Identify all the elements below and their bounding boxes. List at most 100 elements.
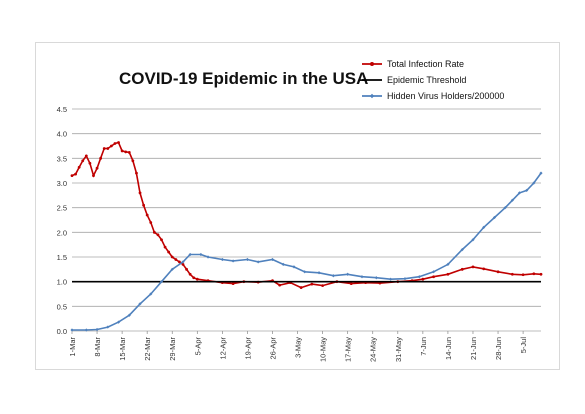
data-point bbox=[496, 270, 500, 274]
data-point bbox=[231, 282, 235, 286]
x-tick-label: 24-May bbox=[369, 337, 378, 362]
data-point bbox=[106, 147, 110, 150]
data-point bbox=[109, 144, 113, 148]
y-tick-label: 4.5 bbox=[57, 105, 67, 114]
data-point bbox=[117, 141, 120, 144]
series-group bbox=[70, 141, 543, 332]
data-point bbox=[163, 245, 167, 249]
data-point bbox=[482, 225, 486, 229]
x-tick-label: 31-May bbox=[394, 337, 403, 362]
data-point bbox=[145, 213, 149, 217]
legend-marker bbox=[369, 93, 375, 99]
x-tick-label: 5-Jul bbox=[519, 337, 528, 354]
data-point bbox=[281, 262, 285, 266]
chart-frame bbox=[35, 42, 560, 370]
data-point bbox=[174, 258, 178, 261]
data-point bbox=[278, 283, 282, 287]
legend-label: Hidden Virus Holders/200000 bbox=[387, 91, 504, 101]
data-point bbox=[460, 267, 464, 271]
data-point bbox=[532, 181, 536, 185]
y-tick-label: 1.0 bbox=[57, 278, 67, 287]
data-point bbox=[77, 165, 81, 169]
legend-item: Epidemic Threshold bbox=[362, 75, 466, 85]
data-point bbox=[159, 280, 164, 284]
gridlines bbox=[72, 108, 541, 332]
data-point bbox=[70, 328, 74, 332]
data-point bbox=[403, 277, 407, 281]
data-point bbox=[185, 267, 188, 271]
data-point bbox=[521, 273, 525, 277]
data-point bbox=[84, 328, 88, 332]
data-point bbox=[510, 272, 514, 276]
data-point bbox=[167, 250, 171, 254]
data-point bbox=[346, 272, 350, 276]
y-tick-label: 1.5 bbox=[57, 253, 67, 262]
data-point bbox=[181, 260, 185, 264]
data-point bbox=[120, 149, 124, 153]
data-point bbox=[431, 270, 436, 274]
data-point bbox=[188, 252, 192, 257]
x-tick-label: 21-Jun bbox=[469, 337, 478, 360]
data-point bbox=[206, 255, 210, 259]
y-tick-label: 0.5 bbox=[57, 302, 67, 311]
data-point bbox=[95, 327, 99, 332]
data-point bbox=[127, 313, 131, 317]
data-point bbox=[131, 159, 135, 163]
data-point bbox=[471, 265, 475, 269]
data-point bbox=[231, 259, 235, 263]
data-point bbox=[170, 267, 174, 271]
data-point bbox=[74, 172, 77, 176]
data-point bbox=[81, 159, 85, 163]
data-point bbox=[116, 320, 121, 324]
data-point bbox=[181, 263, 185, 266]
data-point bbox=[331, 274, 335, 278]
data-point bbox=[471, 238, 475, 242]
data-point bbox=[195, 277, 199, 281]
x-tick-label: 5-Apr bbox=[193, 337, 202, 356]
data-point bbox=[299, 286, 303, 289]
data-point bbox=[374, 276, 378, 280]
data-point bbox=[84, 154, 88, 158]
data-point bbox=[220, 257, 224, 262]
y-tick-label: 0.0 bbox=[57, 327, 67, 336]
data-point bbox=[460, 248, 464, 252]
y-tick-label: 3.5 bbox=[57, 154, 67, 163]
x-tick-label: 28-Jun bbox=[494, 337, 503, 360]
chart-title: COVID-19 Epidemic in the USA bbox=[119, 69, 369, 88]
x-tick-label: 19-Apr bbox=[243, 337, 252, 360]
x-tick-label: 14-Jun bbox=[444, 337, 453, 360]
data-point bbox=[446, 272, 450, 276]
x-tick-label: 17-May bbox=[344, 337, 353, 362]
data-point bbox=[88, 161, 92, 165]
data-point bbox=[321, 284, 325, 288]
data-point bbox=[127, 151, 131, 154]
data-point bbox=[539, 171, 543, 175]
data-point bbox=[245, 257, 250, 262]
y-tick-label: 2.0 bbox=[57, 228, 67, 237]
data-point bbox=[270, 257, 275, 262]
data-point bbox=[149, 221, 153, 224]
data-point bbox=[417, 275, 421, 279]
data-point bbox=[192, 276, 196, 280]
data-point bbox=[124, 150, 128, 154]
x-tick-label: 26-Apr bbox=[268, 337, 277, 360]
legend-item: Total Infection Rate bbox=[362, 59, 464, 69]
data-point bbox=[539, 272, 543, 276]
data-point bbox=[138, 191, 142, 195]
data-point bbox=[92, 174, 95, 178]
data-point bbox=[256, 260, 260, 264]
y-axis-ticks: 0.0 0.5 1.0 1.5 2.0 2.5 3.0 3.5 4.0 4.5 bbox=[57, 105, 67, 336]
x-tick-label: 12-Apr bbox=[218, 337, 227, 360]
legend-marker bbox=[370, 62, 374, 66]
data-point bbox=[525, 188, 529, 192]
data-point bbox=[106, 325, 110, 329]
data-point bbox=[432, 275, 435, 279]
data-point bbox=[170, 255, 174, 259]
legend-label: Epidemic Threshold bbox=[387, 75, 466, 85]
data-point bbox=[532, 272, 536, 276]
data-point bbox=[113, 142, 117, 145]
data-point bbox=[152, 230, 156, 234]
y-tick-label: 4.0 bbox=[57, 130, 67, 139]
legend: Total Infection Rate Epidemic Threshold Hi… bbox=[362, 59, 504, 101]
data-point bbox=[149, 292, 153, 296]
